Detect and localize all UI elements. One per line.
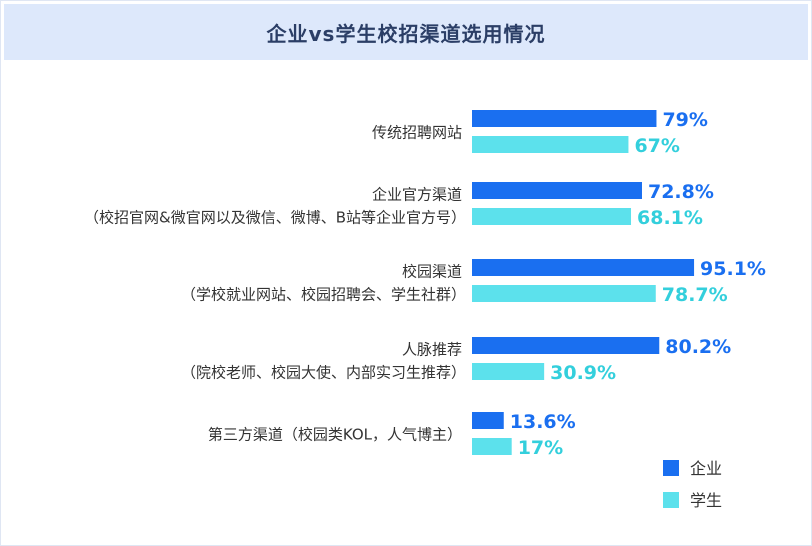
bar-student [472, 363, 545, 380]
category-sublabel: （院校老师、校园大使、内部实习生推荐） [181, 364, 466, 382]
data-label: 17% [518, 437, 563, 459]
category-sublabel: （校招官网&微官网以及微信、微博、B站等企业官方号） [84, 209, 466, 227]
data-label: 30.9% [550, 362, 616, 384]
chart-title: 企业vs学生校招渠道选用情况 [266, 21, 546, 46]
bar-enterprise [472, 337, 660, 354]
data-label: 68.1% [637, 207, 703, 229]
data-label: 80.2% [665, 336, 731, 358]
data-label: 13.6% [510, 411, 576, 433]
legend-swatch [663, 492, 679, 508]
bar-student [472, 438, 512, 455]
bar-student [472, 285, 656, 302]
data-label: 78.7% [662, 284, 728, 306]
data-label: 72.8% [648, 181, 714, 203]
category-label: 校园渠道 [402, 263, 462, 281]
bar-enterprise [472, 412, 504, 429]
bar-student [472, 136, 629, 153]
bar-student [472, 208, 632, 225]
data-label: 79% [662, 109, 707, 131]
bar-enterprise [472, 182, 642, 199]
bar-enterprise [472, 259, 695, 276]
category-label: 企业官方渠道 [372, 186, 462, 204]
category-label: 传统招聘网站 [372, 124, 462, 142]
legend-swatch [663, 460, 679, 476]
category-sublabel: （学校就业网站、校园招聘会、学生社群） [181, 286, 466, 304]
bar-enterprise [472, 110, 657, 127]
chart-header: 企业vs学生校招渠道选用情况 [4, 4, 808, 60]
legend-label: 企业 [690, 459, 722, 478]
legend-label: 学生 [690, 491, 722, 510]
category-label: 第三方渠道（校园类KOL，人气博主） [208, 426, 462, 444]
data-label: 95.1% [700, 258, 766, 280]
data-label: 67% [634, 135, 679, 157]
category-label: 人脉推荐 [402, 341, 462, 359]
